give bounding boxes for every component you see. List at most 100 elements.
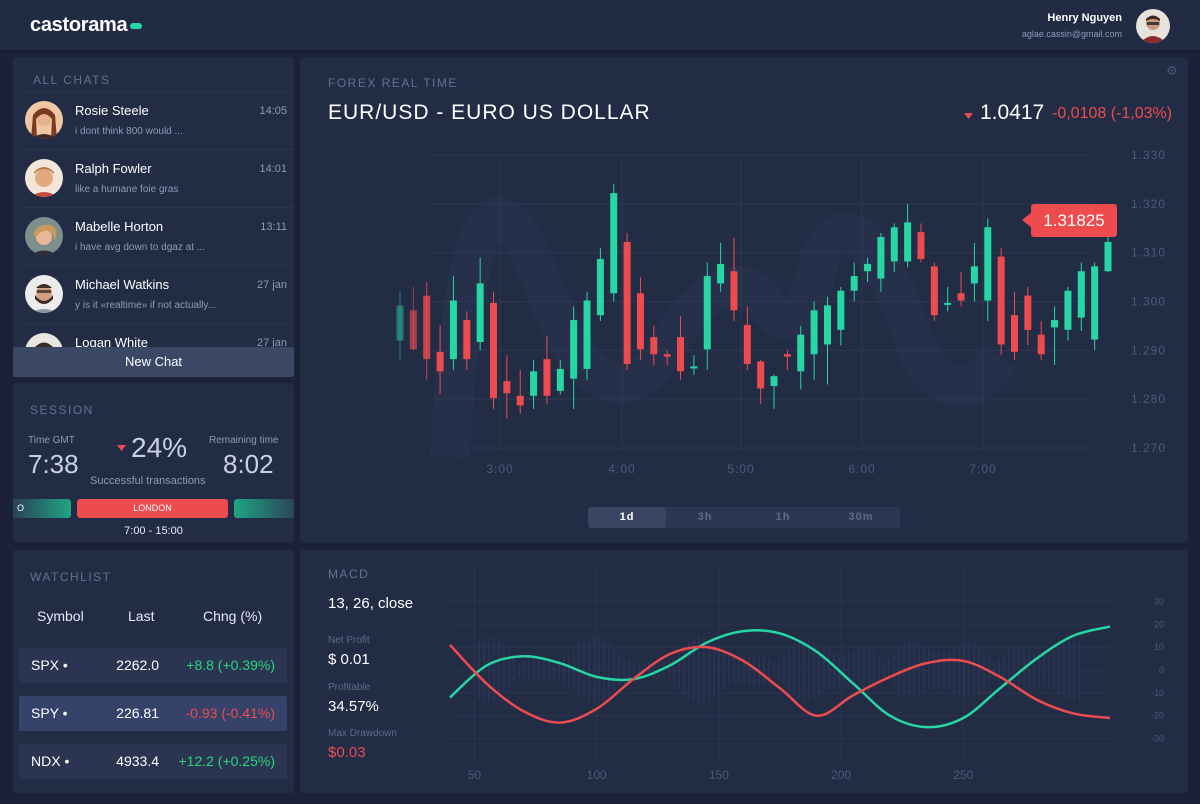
remaining-time-label: Remaining time: [209, 435, 279, 446]
histogram-bar: [1018, 648, 1020, 692]
user-name: Henry Nguyen: [1047, 12, 1122, 24]
histogram-bar: [943, 651, 945, 689]
histogram-bar: [733, 656, 735, 684]
chat-item[interactable]: Michael Watkins 27 jan y is it «realtime…: [21, 266, 293, 324]
timeframe-3h[interactable]: 3h: [697, 511, 713, 523]
candle-body: [823, 305, 831, 345]
session-segment[interactable]: O: [13, 499, 71, 518]
histogram-bar: [983, 650, 985, 690]
timeframe-30m[interactable]: 30m: [848, 511, 874, 523]
x-tick-label: 3:00: [486, 462, 513, 476]
macd-series-line: [449, 643, 1111, 724]
y-tick-label: 1.280: [1131, 392, 1166, 406]
histogram-bar: [508, 652, 510, 688]
column-header[interactable]: Symbol: [37, 608, 84, 624]
new-chat-button[interactable]: New Chat: [13, 347, 294, 377]
histogram-bar: [793, 644, 795, 696]
histogram-bar: [858, 648, 860, 692]
histogram-bar: [543, 659, 545, 681]
column-header[interactable]: Chng (%): [203, 608, 263, 624]
histogram-bar: [503, 646, 505, 694]
histogram-bar: [978, 646, 980, 694]
session-segment[interactable]: [234, 499, 294, 518]
candle-body: [957, 293, 965, 301]
watchlist-title: WATCHLIST: [30, 570, 112, 584]
brand-logo[interactable]: castorama: [30, 14, 143, 37]
candle-body: [1064, 290, 1072, 330]
histogram-bar: [548, 660, 550, 680]
change-cell: -0.93 (-0.41%): [185, 705, 275, 721]
success-percent: 24%: [131, 432, 188, 463]
last-cell: 226.81: [116, 705, 159, 721]
histogram-bar: [883, 661, 885, 679]
candle-body: [970, 266, 978, 284]
gear-icon[interactable]: ⚙: [1166, 63, 1178, 78]
histogram-bar: [498, 641, 500, 699]
histogram-bar: [483, 638, 485, 702]
session-segment-active[interactable]: LONDON: [77, 499, 228, 518]
candle-body: [423, 295, 431, 360]
candle-body: [663, 354, 671, 357]
avatar: [25, 101, 63, 139]
stat-value: $0.03: [328, 744, 366, 761]
histogram-bar: [583, 639, 585, 701]
histogram-bar: [553, 660, 555, 680]
histogram-bar: [628, 661, 630, 679]
y-tick-label: 1.290: [1131, 343, 1166, 357]
histogram-bar: [1068, 639, 1070, 701]
candle-body: [1077, 271, 1085, 318]
table-row[interactable]: SPX • 2262.0 +8.8 (+0.39%): [19, 648, 287, 683]
watchlist-panel: WATCHLIST Symbol Last Chng (%) SPX • 226…: [13, 550, 294, 793]
chat-name: Logan White: [75, 335, 148, 349]
histogram-bar: [818, 643, 820, 697]
histogram-bar: [493, 638, 495, 702]
session-panel: SESSION Time GMT 7:38 24% Successful tra…: [13, 383, 294, 542]
candle-body: [436, 351, 444, 372]
timeframe-1h[interactable]: 1h: [775, 511, 791, 523]
timeframe-1d[interactable]: 1d: [588, 507, 666, 528]
chat-item[interactable]: Mabelle Horton 13:11 i have avg down to …: [21, 208, 293, 266]
stat-value: $ 0.01: [328, 651, 370, 668]
candle-body: [396, 305, 404, 341]
histogram-bar: [963, 643, 965, 697]
chat-item[interactable]: Logan White 27 jan: [21, 324, 293, 349]
histogram-bar: [828, 650, 830, 690]
histogram-bar: [668, 661, 670, 679]
histogram-bar: [688, 641, 690, 699]
price-tag-value: 1.31825: [1043, 211, 1105, 230]
last-cell: 2262.0: [116, 657, 159, 673]
user-avatar[interactable]: [1136, 9, 1170, 43]
column-header[interactable]: Last: [128, 608, 155, 624]
y-tick-label: 1.330: [1131, 148, 1166, 162]
chat-item[interactable]: Ralph Fowler 14:01 like a humane foie gr…: [21, 150, 293, 208]
chat-message: like a humane foie gras: [75, 184, 179, 195]
histogram-bar: [1058, 645, 1060, 695]
histogram-bar: [593, 636, 595, 704]
histogram-bar: [638, 663, 640, 677]
histogram-bar: [738, 657, 740, 683]
chat-name: Mabelle Horton: [75, 219, 164, 234]
x-tick-label: 50: [468, 768, 482, 782]
y-tick-label: -20: [1151, 711, 1164, 721]
candle-body: [770, 376, 778, 386]
table-row[interactable]: NDX • 4933.4 +12.2 (+0.25%): [19, 744, 287, 779]
candle-body: [810, 310, 818, 355]
histogram-bar: [773, 661, 775, 679]
chat-item[interactable]: Rosie Steele 14:05 i dont think 800 woul…: [21, 92, 293, 150]
histogram-bar: [803, 638, 805, 702]
histogram-bar: [783, 655, 785, 685]
table-row[interactable]: SPY • 226.81 -0.93 (-0.41%): [19, 696, 287, 731]
histogram-bar: [743, 657, 745, 683]
histogram-bar: [723, 651, 725, 689]
chat-message: y is it «realtime» if not actually...: [75, 300, 216, 311]
symbol-cell: NDX •: [31, 753, 70, 769]
histogram-bar: [693, 638, 695, 702]
candle-body: [917, 232, 925, 260]
histogram-bar: [823, 647, 825, 693]
candlestick-chart[interactable]: 3:00 4:00 5:00 6:00 7:00 1.330 1.320 1.310 1.30…: [300, 57, 1188, 497]
y-tick-label: 1.300: [1131, 295, 1166, 309]
histogram-bar: [758, 654, 760, 686]
candle-body: [757, 361, 765, 389]
histogram-bar: [708, 639, 710, 701]
